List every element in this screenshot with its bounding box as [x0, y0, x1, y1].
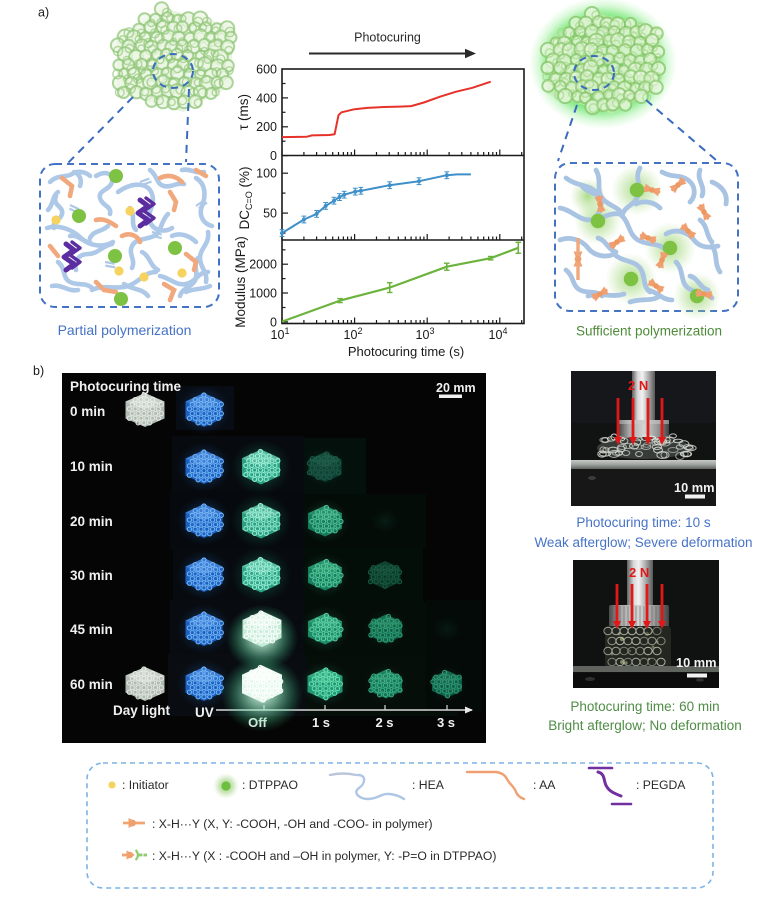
- svg-text:: X-H···Y (X, Y: -COOH, -OH an: : X-H···Y (X, Y: -COOH, -OH and -COO- in…: [152, 817, 433, 831]
- svg-text:Photocuring time: 10 s: Photocuring time: 10 s: [576, 515, 711, 530]
- svg-text:100: 100: [256, 167, 277, 181]
- svg-text:Photocuring time: 60 min: Photocuring time: 60 min: [570, 699, 719, 714]
- svg-text:b): b): [33, 364, 44, 378]
- svg-text:30 min: 30 min: [70, 568, 113, 583]
- svg-text:20 mm: 20 mm: [436, 381, 476, 395]
- svg-text:: Initiator: : Initiator: [122, 778, 169, 792]
- svg-text:DCC=O (%): DCC=O (%): [237, 166, 254, 229]
- svg-text:1000: 1000: [249, 287, 277, 301]
- svg-text:2 s: 2 s: [375, 715, 393, 730]
- svg-text:50: 50: [263, 207, 277, 221]
- svg-text:: PEGDA: : PEGDA: [636, 778, 686, 792]
- svg-text:400: 400: [256, 91, 277, 105]
- svg-text:: AA: : AA: [533, 778, 556, 792]
- svg-text:τ (ms): τ (ms): [236, 94, 251, 130]
- svg-text:10 min: 10 min: [70, 459, 113, 474]
- svg-text:2 N: 2 N: [629, 565, 649, 580]
- svg-text:1 s: 1 s: [312, 715, 330, 730]
- svg-text:60 min: 60 min: [70, 677, 113, 692]
- svg-text:Weak afterglow; Severe deforma: Weak afterglow; Severe deformation: [534, 535, 752, 550]
- svg-text:10 mm: 10 mm: [676, 655, 717, 670]
- svg-text:UV: UV: [195, 705, 214, 720]
- svg-text:Partial polymerization: Partial polymerization: [58, 322, 192, 338]
- svg-text:a): a): [38, 6, 49, 20]
- svg-text:0: 0: [270, 149, 277, 163]
- svg-text:: X-H···Y (X : -COOH and –OH i: : X-H···Y (X : -COOH and –OH in polymer,…: [152, 849, 496, 863]
- svg-text:Sufficient polymerization: Sufficient polymerization: [576, 324, 722, 339]
- svg-text:2000: 2000: [249, 258, 277, 272]
- svg-text:Day light: Day light: [113, 703, 171, 718]
- svg-text:0 min: 0 min: [70, 404, 105, 419]
- svg-text:10 mm: 10 mm: [674, 480, 715, 495]
- svg-text:: DTPPAO: : DTPPAO: [242, 778, 298, 792]
- svg-text:3 s: 3 s: [437, 715, 455, 730]
- svg-text:20 min: 20 min: [70, 514, 113, 529]
- svg-text:Bright afterglow; No deformati: Bright afterglow; No deformation: [548, 718, 742, 733]
- svg-text:Modulus (MPa): Modulus (MPa): [233, 236, 248, 328]
- svg-text:: HEA: : HEA: [412, 778, 445, 792]
- svg-text:200: 200: [256, 120, 277, 134]
- svg-text:Photocuring: Photocuring: [354, 31, 421, 45]
- svg-text:2 N: 2 N: [628, 378, 648, 393]
- svg-text:45 min: 45 min: [70, 622, 113, 637]
- svg-text:Photocuring time (s): Photocuring time (s): [348, 344, 464, 359]
- svg-text:600: 600: [256, 63, 277, 77]
- svg-text:0: 0: [270, 315, 277, 329]
- svg-text:Photocuring time: Photocuring time: [70, 379, 181, 394]
